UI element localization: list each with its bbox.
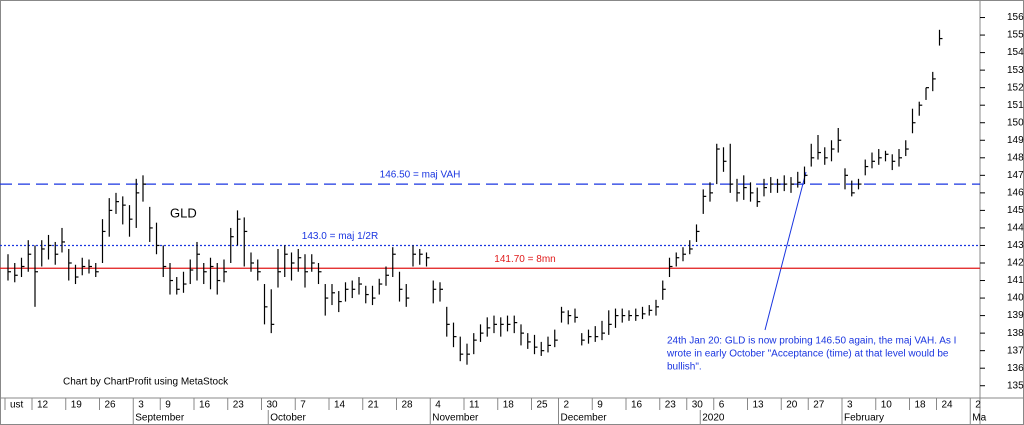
annotation-line: 24th Jan 20: GLD is now probing 146.50 a… xyxy=(667,336,956,347)
annotation-pointer xyxy=(764,171,807,331)
y-tick-label: 153 xyxy=(1007,65,1024,76)
y-tick-label: 148 xyxy=(1007,152,1024,163)
reference-label: 141.70 = 8mn xyxy=(494,254,555,265)
x-tick-label: 3 xyxy=(847,400,853,411)
x-tick-label: 18 xyxy=(915,400,927,411)
credit: Chart by ChartProfit using MetaStock xyxy=(63,377,229,388)
y-tick-label: 140 xyxy=(1007,293,1024,304)
x-tick-label: 26 xyxy=(105,400,117,411)
x-tick-label: 16 xyxy=(631,400,643,411)
annotation-line: wrote in early October "Acceptance (time… xyxy=(666,349,949,360)
x-tick-label: 19 xyxy=(71,400,83,411)
x-tick-label: ust xyxy=(10,400,24,411)
x-tick-label: 6 xyxy=(719,400,725,411)
y-tick-label: 138 xyxy=(1007,328,1024,339)
x-tick-label: 23 xyxy=(233,400,245,411)
month-label: December xyxy=(561,413,608,424)
x-tick-label: 23 xyxy=(665,400,677,411)
month-label: November xyxy=(432,413,479,424)
y-tick-label: 137 xyxy=(1007,345,1024,356)
x-tick-label: 10 xyxy=(881,400,893,411)
x-tick-label: 9 xyxy=(165,400,171,411)
x-tick-label: 21 xyxy=(368,400,380,411)
x-tick-label: 4 xyxy=(435,400,441,411)
x-tick-label: 2 xyxy=(975,400,981,411)
x-tick-label: 30 xyxy=(267,400,279,411)
y-tick-label: 149 xyxy=(1007,135,1024,146)
x-tick-label: 7 xyxy=(300,400,306,411)
month-label: 2020 xyxy=(702,413,725,424)
y-tick-label: 151 xyxy=(1007,100,1024,111)
x-tick-label: 9 xyxy=(597,400,603,411)
x-tick-label: 12 xyxy=(37,400,49,411)
x-tick-label: 25 xyxy=(537,400,549,411)
y-tick-label: 139 xyxy=(1007,310,1024,321)
x-tick-label: 28 xyxy=(402,400,414,411)
y-tick-label: 141 xyxy=(1007,275,1024,286)
y-tick-label: 142 xyxy=(1007,258,1024,269)
x-tick-label: 24 xyxy=(942,400,954,411)
y-tick-label: 136 xyxy=(1007,363,1024,374)
y-tick-label: 143 xyxy=(1007,240,1024,251)
reference-label: 143.0 = maj 1/2R xyxy=(302,231,378,242)
y-tick-label: 155 xyxy=(1007,30,1024,41)
month-label: October xyxy=(270,413,306,424)
y-tick-label: 144 xyxy=(1007,223,1024,234)
y-tick-label: 156 xyxy=(1007,12,1024,23)
x-tick-label: 16 xyxy=(199,400,211,411)
x-tick-label: 11 xyxy=(469,400,480,411)
month-label: Ma xyxy=(972,413,986,424)
reference-label: 146.50 = maj VAH xyxy=(380,170,461,181)
x-tick-label: 18 xyxy=(503,400,515,411)
x-tick-label: 3 xyxy=(138,400,144,411)
symbol-label: GLD xyxy=(170,205,197,220)
y-tick-label: 147 xyxy=(1007,170,1024,181)
month-label: February xyxy=(844,413,884,424)
y-tick-label: 146 xyxy=(1007,188,1024,199)
x-tick-label: 30 xyxy=(692,400,704,411)
y-tick-label: 154 xyxy=(1007,47,1024,58)
annotation-line: bullish". xyxy=(667,362,702,373)
x-tick-label: 14 xyxy=(334,400,346,411)
x-tick-label: 27 xyxy=(813,400,825,411)
y-tick-label: 150 xyxy=(1007,117,1024,128)
x-tick-label: 20 xyxy=(786,400,798,411)
y-tick-label: 135 xyxy=(1007,380,1024,391)
y-tick-label: 145 xyxy=(1007,205,1024,216)
y-tick-label: 152 xyxy=(1007,82,1024,93)
month-label: September xyxy=(135,413,185,424)
x-tick-label: 13 xyxy=(753,400,765,411)
x-tick-label: 2 xyxy=(564,400,570,411)
